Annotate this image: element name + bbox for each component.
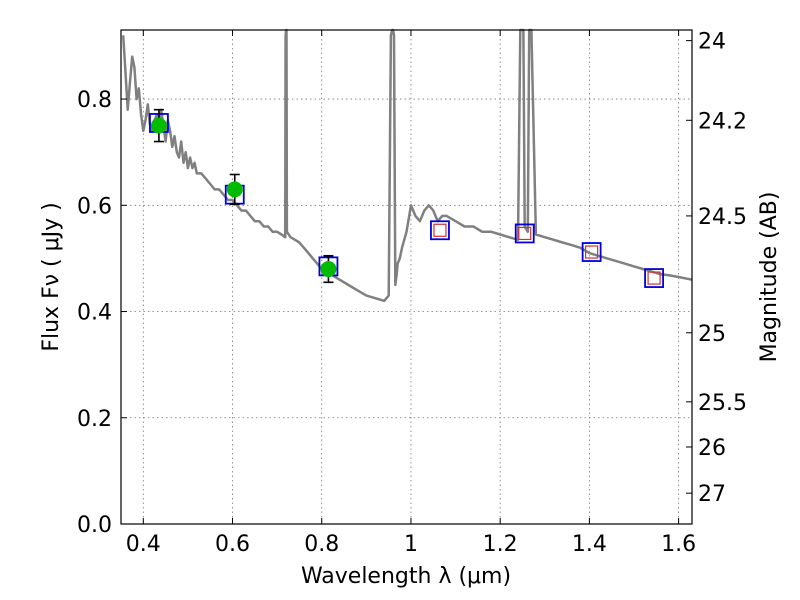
y-tick-label: 0.8: [77, 88, 112, 113]
plot-area: [121, 28, 693, 303]
x-tick-label: 1.4: [572, 532, 607, 557]
axes-ticks: 0.4 0.6 0.8 1 1.2 1.4 1.6 0.0 0.2 0.4 0.6 0.8 24 24.2…: [77, 30, 747, 557]
predicted-point: [647, 271, 661, 285]
right-tick-label: 27: [698, 482, 726, 507]
model-point: [581, 242, 602, 262]
y-tick-label: 0.2: [77, 407, 112, 432]
right-axis-label: Magnitude (AB): [757, 192, 782, 363]
y-tick-label: 0.6: [77, 194, 112, 219]
model-point: [644, 268, 664, 288]
x-tick-label: 0.6: [215, 532, 250, 557]
x-tick-label: 1.6: [661, 532, 696, 557]
right-tick-label: 25: [698, 322, 726, 347]
right-tick-label: 24.5: [698, 205, 747, 230]
y-axis-label: Flux Fν ( μJy ): [39, 202, 64, 351]
right-tick-label: 26: [698, 436, 726, 461]
x-tick-label: 1.2: [483, 532, 518, 557]
predicted-point: [585, 245, 599, 259]
x-axis-label: Wavelength λ (μm): [301, 564, 511, 589]
model-point: [430, 220, 450, 241]
predicted-point: [518, 226, 532, 241]
x-tick-label: 0.8: [304, 532, 339, 557]
x-tick-label: 0.4: [126, 532, 161, 557]
y-tick-label: 0.0: [77, 513, 112, 538]
right-tick-label: 24: [698, 30, 726, 55]
model-point: [514, 223, 535, 244]
measured-point: [150, 117, 167, 134]
plot-frame: [120, 29, 693, 525]
predicted-point: [433, 223, 447, 237]
spectrum-line: [121, 28, 693, 303]
measured-point: [320, 261, 337, 278]
right-tick-label: 24.2: [698, 109, 747, 134]
measured-point: [226, 181, 243, 198]
y-tick-label: 0.4: [77, 301, 112, 326]
x-tick-label: 1: [404, 532, 418, 557]
right-tick-label: 25.5: [698, 391, 747, 416]
